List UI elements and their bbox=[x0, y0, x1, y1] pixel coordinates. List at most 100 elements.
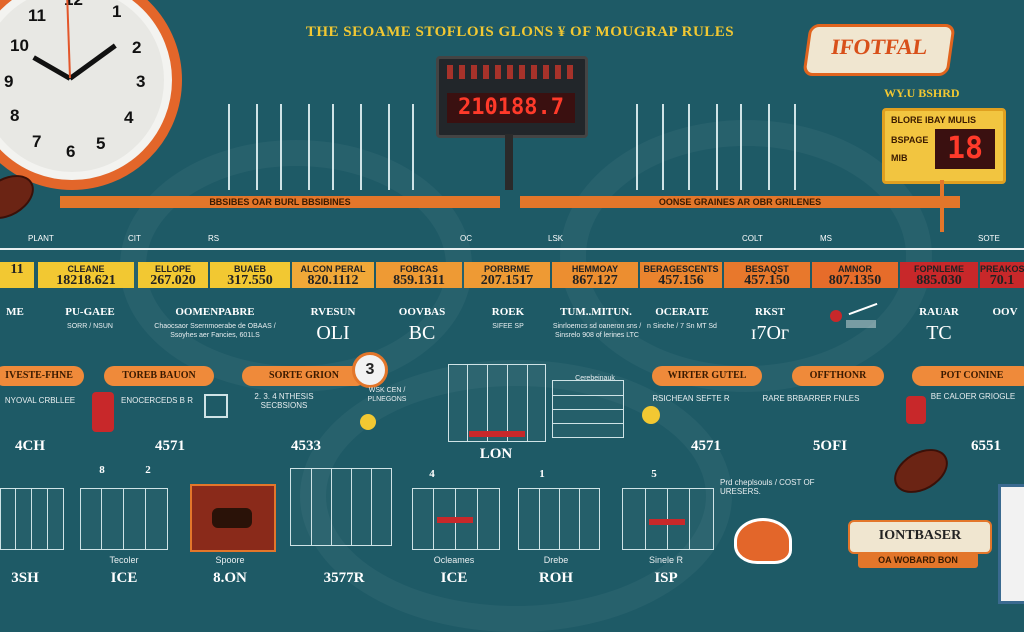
clock-number: 9 bbox=[4, 72, 14, 91]
row2-detail: n Sinche / 7 Sn MT Sd bbox=[647, 323, 717, 330]
row2-label: RAUAR bbox=[919, 306, 959, 318]
row4-stat: ISP bbox=[654, 570, 678, 586]
connector-label: OC bbox=[460, 234, 472, 243]
side-panel-title: BLORE IBAY MULIS bbox=[891, 115, 977, 125]
bracket-table-right bbox=[628, 96, 812, 192]
row3-detail: RSICHEAN SEFTE R bbox=[652, 394, 730, 403]
row3-detail: Cerebeinauk bbox=[575, 375, 615, 382]
row3-stat: 5OFI bbox=[812, 438, 848, 454]
clock-number: 1 bbox=[112, 2, 122, 21]
clock-number: 3 bbox=[136, 72, 146, 91]
row2-label: OOMENPABRE bbox=[175, 306, 255, 318]
row3-detail: BE CALOER GRIOGLE bbox=[930, 392, 1016, 401]
row2-value: TC bbox=[926, 322, 952, 344]
row2-label: TUM..MITUN. bbox=[560, 306, 632, 318]
band-right: OONSE GRAINES AR OBR GRILENES bbox=[520, 196, 960, 208]
section-pill: SORTE GRION bbox=[242, 366, 366, 386]
side-scoreboard: BLORE IBAY MULIS BSPAGE MIB 18 bbox=[882, 108, 1006, 184]
section-pill: POT CONINE bbox=[912, 366, 1024, 386]
field-diagram bbox=[0, 488, 64, 550]
category-cell: BERAGESCENTS 457.156 bbox=[640, 262, 722, 288]
row4-number: 5 bbox=[651, 468, 657, 480]
helmet-icon bbox=[642, 406, 660, 424]
row3-detail: WSK CEN / PLNEGONS bbox=[367, 387, 407, 403]
category-cell: ALCON PERAL 820.1112 bbox=[292, 262, 374, 288]
football-logo: IFOTFAL bbox=[802, 24, 956, 76]
clock-number: 2 bbox=[132, 38, 142, 57]
row2-label: ROEK bbox=[491, 306, 525, 318]
row2-label: OCERATE bbox=[655, 306, 709, 318]
row2-value: ɪ7Oᴦ bbox=[750, 322, 790, 344]
badge-title: IONTBASER bbox=[848, 520, 992, 554]
row4-stat: 3SH bbox=[11, 570, 39, 586]
section-pill: OFFTHONR bbox=[792, 366, 884, 386]
field-diagram bbox=[80, 488, 168, 550]
row2-label: ME bbox=[6, 306, 24, 318]
right-header: WY.U BSHRD bbox=[884, 86, 960, 100]
side-panel-display: 18 bbox=[935, 129, 995, 169]
clock-number: 12 bbox=[64, 0, 83, 10]
row4-stat: ROH bbox=[538, 570, 574, 586]
row4-label: Spoore bbox=[215, 555, 245, 565]
connector-label: CIT bbox=[128, 234, 141, 243]
stadium-icon bbox=[190, 484, 276, 552]
band-left: BBSIBES OAR BURL BBSIBINES bbox=[60, 196, 500, 208]
clock-number: 11 bbox=[28, 6, 46, 25]
field-diagram bbox=[412, 488, 500, 550]
category-cell: HEMMOAY 867.127 bbox=[552, 262, 638, 288]
row3-detail: 2. 3. 4 NTHESIS SECBSIONS bbox=[254, 392, 314, 410]
notes-text: Prd cheplsouls / COST OF URESERS. bbox=[720, 478, 815, 496]
clock-second-hand bbox=[66, 0, 71, 79]
edge-panel bbox=[998, 484, 1024, 604]
row3-stat: LON bbox=[479, 446, 513, 462]
row2-detail: SIFEE SP bbox=[492, 323, 524, 330]
field-diagram bbox=[518, 488, 600, 550]
field-diagram bbox=[622, 488, 714, 550]
field-diagram bbox=[448, 364, 546, 442]
connector-label: COLT bbox=[742, 234, 763, 243]
row4-number: 4 bbox=[429, 468, 435, 480]
row4-number: 2 bbox=[145, 464, 151, 476]
clock-number: 4 bbox=[124, 108, 134, 127]
section-number-badge: 3 bbox=[352, 352, 388, 388]
row4-number: 8 bbox=[99, 464, 105, 476]
clock-hour-hand bbox=[32, 55, 72, 81]
scoreboard: 210188.7 bbox=[436, 56, 588, 138]
field-diagram bbox=[552, 380, 624, 438]
category-cell: CLEANE 18218.621 bbox=[38, 262, 134, 288]
row3-detail: NYOVAL CRBLLEE bbox=[4, 396, 76, 405]
row3-stat: 4533 bbox=[291, 438, 321, 454]
category-cell: ELLOPE 267.020 bbox=[138, 262, 208, 288]
scoreboard-pole bbox=[505, 134, 513, 190]
scoreboard-lights bbox=[447, 65, 575, 79]
page-title: THE SEOAME STOFLOIS GLONS ¥ OF MOUGRAP R… bbox=[305, 24, 735, 40]
row3-detail: ENOCERCEDS B R bbox=[120, 396, 193, 405]
row3-detail: RARE BRBARRER FNLES bbox=[762, 394, 860, 403]
row4-label: Sinele R bbox=[648, 555, 684, 565]
row4-label: Ocleames bbox=[433, 555, 475, 565]
row2-detail: Sinrloemcs sd oaneron sns / Sinsrelo 908… bbox=[552, 323, 642, 339]
row2-value: BC bbox=[408, 322, 436, 344]
field-diagram bbox=[290, 468, 392, 546]
category-cell: BESAQST 457.150 bbox=[724, 262, 810, 288]
section-pill: IVESTE-FHNE bbox=[0, 366, 84, 386]
side-panel-label: MIB bbox=[891, 153, 908, 163]
row4-label: Tecoler bbox=[109, 555, 139, 565]
chart-icon bbox=[204, 394, 228, 418]
player-icon bbox=[906, 396, 926, 424]
connector-label: PLANT bbox=[28, 234, 54, 243]
row2-value: OLI bbox=[316, 322, 350, 344]
badge-subtitle: OA WOBARD BON bbox=[858, 552, 978, 568]
helmet-icon bbox=[360, 414, 376, 430]
connector-rail bbox=[0, 248, 1024, 250]
section-pill: TOREB BAUON bbox=[104, 366, 214, 386]
category-cell: BUAEB 317.550 bbox=[210, 262, 290, 288]
connector-label: MS bbox=[820, 234, 832, 243]
helmet-icon bbox=[734, 518, 792, 564]
player-icon bbox=[92, 392, 114, 432]
category-cell: FOPNLEME 885.030 bbox=[900, 262, 978, 288]
row2-label: OOVBAS bbox=[398, 306, 446, 318]
row2-label: RKST bbox=[755, 306, 785, 318]
row4-stat: 3577R bbox=[323, 570, 365, 586]
football-icon bbox=[886, 440, 956, 502]
